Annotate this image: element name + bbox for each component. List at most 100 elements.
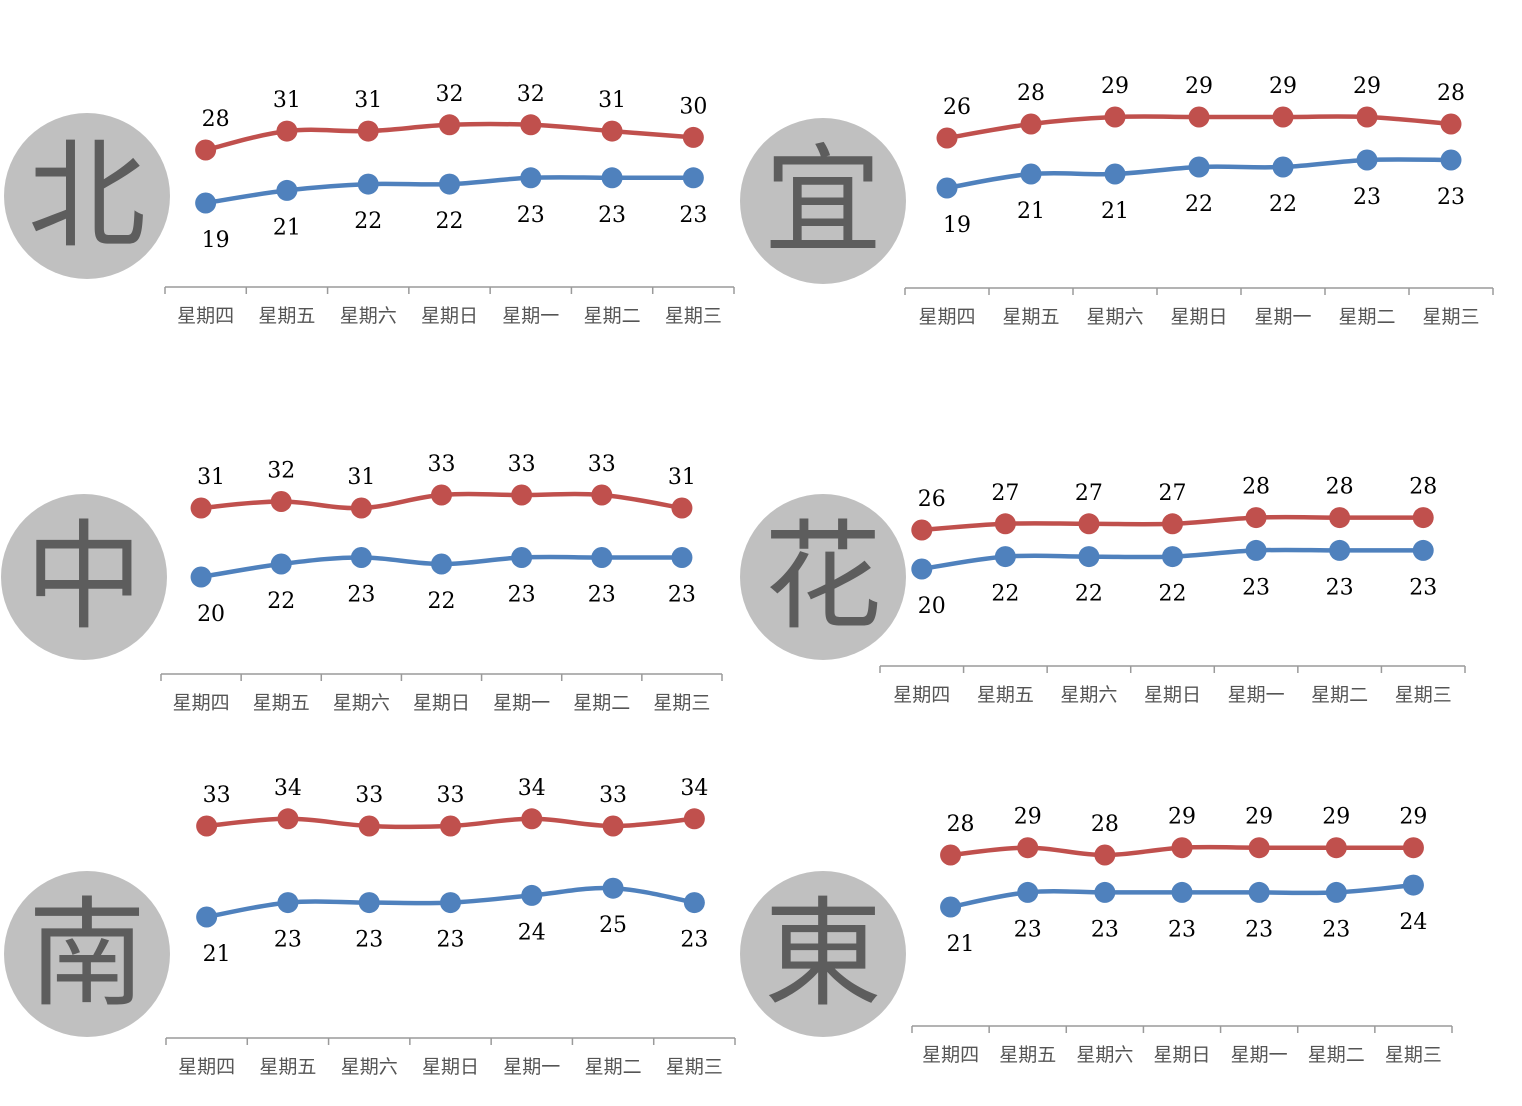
x-tick-label: 星期四 bbox=[893, 684, 950, 706]
high-temp-label: 33 bbox=[203, 783, 231, 808]
high-temp-label: 33 bbox=[355, 783, 383, 808]
low-temp-point bbox=[1094, 881, 1116, 903]
low-temp-point bbox=[1412, 539, 1434, 561]
high-temp-point bbox=[911, 519, 933, 541]
region-badge: 中 bbox=[1, 494, 167, 660]
high-temp-label: 33 bbox=[508, 452, 536, 477]
low-temp-point bbox=[683, 892, 705, 914]
low-temp-point bbox=[270, 553, 292, 575]
high-temp-label: 33 bbox=[588, 452, 616, 477]
x-tick-label: 星期六 bbox=[333, 692, 390, 714]
high-temp-point bbox=[1329, 507, 1351, 529]
low-temp-point bbox=[601, 167, 623, 189]
low-temp-label: 23 bbox=[437, 928, 465, 953]
high-temp-label: 27 bbox=[1075, 481, 1103, 506]
low-temp-label: 19 bbox=[943, 213, 971, 238]
low-temp-point bbox=[1171, 881, 1193, 903]
low-temp-point bbox=[591, 547, 613, 568]
low-temp-point bbox=[439, 173, 460, 195]
high-temp-point bbox=[431, 484, 452, 506]
high-temp-point bbox=[270, 491, 292, 512]
high-temp-label: 34 bbox=[274, 776, 302, 801]
low-temp-label: 23 bbox=[1322, 917, 1350, 942]
low-temp-label: 23 bbox=[1014, 917, 1042, 942]
low-temp-point bbox=[196, 906, 218, 928]
x-tick-label: 星期二 bbox=[1308, 1044, 1365, 1066]
high-temp-point bbox=[683, 808, 705, 830]
high-temp-label: 29 bbox=[1014, 805, 1042, 830]
high-temp-point bbox=[439, 114, 460, 136]
low-temp-label: 22 bbox=[428, 589, 456, 614]
x-tick-label: 星期日 bbox=[1170, 306, 1227, 328]
low-temp-label: 23 bbox=[1168, 917, 1196, 942]
high-temp-label: 34 bbox=[518, 776, 546, 801]
high-temp-point bbox=[1104, 106, 1126, 128]
x-tick-label: 星期三 bbox=[666, 1056, 723, 1078]
x-tick-label: 星期一 bbox=[1254, 306, 1311, 328]
line-chart: 星期四 星期五 星期六 星期日 星期一 星期二 星期三 26 28 29 29 29 29 28 19 21 2… bbox=[904, 74, 1494, 328]
high-temp-point bbox=[440, 815, 461, 837]
low-temp-label: 22 bbox=[436, 209, 464, 234]
low-temp-point bbox=[940, 896, 962, 918]
high-temp-point bbox=[601, 120, 623, 142]
x-tick-label: 星期五 bbox=[999, 1044, 1056, 1066]
high-temp-point bbox=[195, 139, 217, 161]
high-temp-point bbox=[671, 497, 693, 519]
high-temp-label: 28 bbox=[1242, 475, 1270, 500]
low-temp-point bbox=[358, 892, 380, 914]
x-tick-label: 星期日 bbox=[1153, 1044, 1210, 1066]
low-temp-point bbox=[1402, 874, 1424, 896]
high-temp-label: 31 bbox=[354, 88, 382, 113]
high-temp-point bbox=[1162, 513, 1183, 535]
high-temp-point bbox=[1245, 507, 1267, 529]
region-badge-label: 中 bbox=[24, 508, 143, 646]
x-tick-label: 星期六 bbox=[1086, 306, 1143, 328]
high-temp-point bbox=[276, 120, 298, 142]
high-temp-point bbox=[1272, 106, 1294, 128]
high-temp-point bbox=[1248, 837, 1270, 859]
x-tick-label: 星期六 bbox=[341, 1056, 398, 1078]
high-temp-label: 29 bbox=[1245, 805, 1273, 830]
low-temp-label: 23 bbox=[1326, 575, 1354, 600]
low-temp-point bbox=[350, 547, 372, 568]
low-temp-point bbox=[936, 177, 958, 199]
region-badge: 南 bbox=[4, 871, 170, 1037]
x-tick-label: 星期一 bbox=[493, 692, 550, 714]
region-badge: 東 bbox=[740, 871, 906, 1037]
high-temp-point bbox=[1020, 113, 1042, 135]
region-badge-label: 南 bbox=[27, 885, 146, 1023]
x-tick-label: 星期日 bbox=[421, 305, 478, 327]
x-tick-label: 星期三 bbox=[1422, 306, 1479, 328]
x-tick-label: 星期五 bbox=[1002, 306, 1059, 328]
x-tick-label: 星期六 bbox=[340, 305, 397, 327]
low-temp-label: 23 bbox=[680, 928, 708, 953]
high-temp-label: 29 bbox=[1322, 805, 1350, 830]
low-temp-label: 22 bbox=[1185, 192, 1213, 217]
high-temp-label: 31 bbox=[197, 465, 225, 490]
low-temp-label: 22 bbox=[991, 582, 1019, 607]
x-tick-label: 星期五 bbox=[258, 305, 315, 327]
x-tick-label: 星期三 bbox=[1395, 684, 1452, 706]
high-temp-label: 30 bbox=[679, 94, 707, 119]
low-temp-point bbox=[1329, 539, 1351, 561]
high-temp-point bbox=[1402, 837, 1424, 859]
low-temp-label: 21 bbox=[1017, 199, 1045, 224]
low-temp-label: 21 bbox=[273, 215, 301, 240]
high-temp-label: 28 bbox=[1437, 81, 1465, 106]
x-tick-label: 星期二 bbox=[1338, 306, 1395, 328]
low-temp-label: 23 bbox=[679, 203, 707, 228]
low-temp-point bbox=[1356, 149, 1378, 171]
low-temp-point bbox=[195, 192, 217, 214]
low-temp-label: 21 bbox=[1101, 199, 1129, 224]
high-temp-label: 28 bbox=[947, 812, 975, 837]
x-tick-label: 星期五 bbox=[253, 692, 310, 714]
low-temp-point bbox=[357, 173, 379, 195]
low-temp-label: 23 bbox=[355, 928, 383, 953]
high-temp-label: 33 bbox=[428, 452, 456, 477]
low-temp-point bbox=[1440, 149, 1462, 171]
low-temp-point bbox=[911, 558, 933, 580]
low-temp-point bbox=[1245, 539, 1267, 561]
low-temp-label: 23 bbox=[598, 203, 626, 228]
low-temp-point bbox=[276, 179, 298, 201]
